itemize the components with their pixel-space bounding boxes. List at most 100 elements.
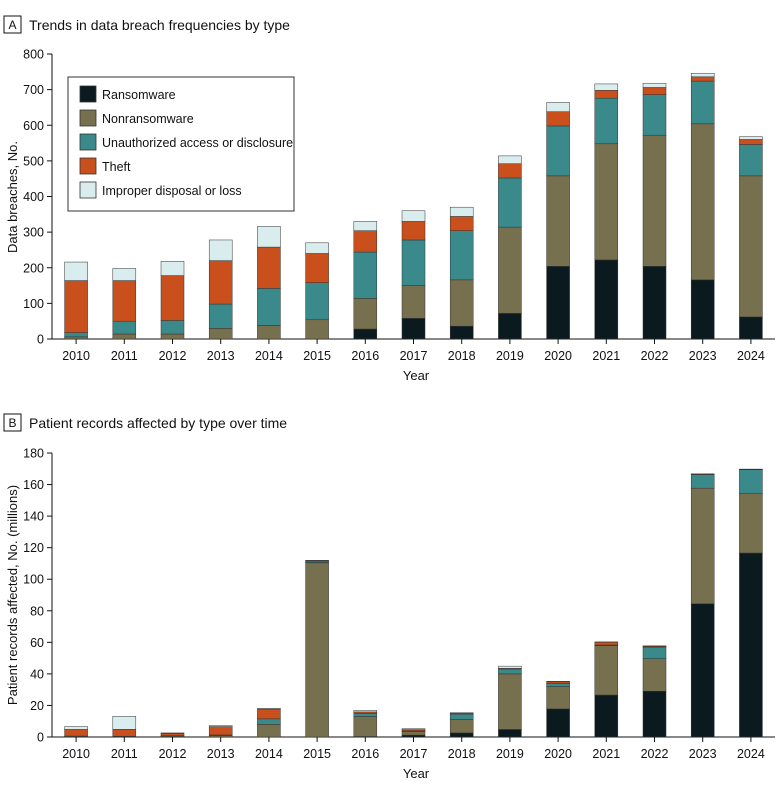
panel-b-x-tick-label: 2021 [592,747,620,761]
bar-segment-theft-2021 [594,641,619,646]
bar-segment-improper-disposal-or-loss-2018 [449,712,474,714]
legend-label-improper-disposal: Improper disposal or loss [102,184,242,198]
bar-segment-theft-2014 [257,708,281,720]
bar-segment-theft-2012 [160,275,185,321]
bar-segment-ransomware-2023 [690,603,715,738]
bar-segment-unauthorized-access-or-disclosure-2019 [498,668,522,675]
legend-box [67,76,295,212]
bar-segment-nonransomware-2010 [64,336,88,340]
panel-b-label-box [3,413,22,432]
bar-segment-ransomware-2019 [498,729,522,738]
bar-segment-theft-2014 [257,246,281,289]
bar-segment-nonransomware-2019 [498,226,522,314]
panel-a-x-tick-label: 2021 [592,349,620,363]
bar-segment-unauthorized-access-or-disclosure-2015 [305,282,329,321]
bar-segment-nonransomware-2011 [112,333,137,340]
bar-segment-unauthorized-access-or-disclosure-2014 [257,718,281,725]
bar-segment-theft-2017 [401,221,426,241]
panel-b-y-tick-label: 100 [23,573,44,587]
bar-segment-improper-disposal-or-loss-2011 [112,268,137,281]
bar-segment-theft-2018 [449,216,474,231]
legend-swatch-improper-disposal [79,181,97,199]
panel-b-x-tick-label: 2020 [544,747,572,761]
bar-segment-nonransomware-2018 [449,719,474,734]
bar-segment-improper-disposal-or-loss-2018 [449,206,474,217]
panel-a-y-tick-label: 100 [23,297,44,311]
bar-segment-ransomware-2020 [546,708,570,738]
bar-segment-theft-2020 [546,111,570,127]
bar-segment-ransomware-2019 [498,313,522,340]
bar-segment-nonransomware-2017 [401,285,426,319]
panel-a-y-axis-label: Data breaches, No. [5,141,20,253]
bar-segment-nonransomware-2019 [498,673,522,730]
panel-b-y-tick-label: 40 [30,667,44,681]
bar-segment-improper-disposal-or-loss-2019 [498,155,522,164]
bar-segment-improper-disposal-or-loss-2016 [353,221,378,231]
bar-segment-ransomware-2016 [353,328,378,340]
panel-a-y-tick-label: 800 [23,48,44,62]
panel-a-label-box [3,15,22,34]
bar-segment-improper-disposal-or-loss-2013 [208,725,233,727]
bar-segment-improper-disposal-or-loss-2010 [64,726,88,730]
bar-segment-unauthorized-access-or-disclosure-2023 [690,80,715,125]
panel-a-x-tick-label: 2015 [303,349,331,363]
bar-segment-theft-2022 [642,87,667,95]
bar-segment-unauthorized-access-or-disclosure-2016 [353,713,378,717]
panel-b-x-tick-label: 2012 [159,747,187,761]
bar-segment-nonransomware-2024 [739,175,763,318]
bar-segment-theft-2011 [112,729,137,737]
bar-segment-improper-disposal-or-loss-2013 [208,239,233,261]
legend-label-unauthorized: Unauthorized access or disclosure [102,136,293,150]
panel-b: B Patient records affected by type over … [3,413,775,781]
bar-segment-improper-disposal-or-loss-2015 [305,242,329,254]
bar-segment-improper-disposal-or-loss-2021 [594,83,619,91]
bar-segment-improper-disposal-or-loss-2019 [498,665,522,669]
bar-segment-theft-2016 [353,230,378,253]
panel-a: A Trends in data breach frequencies by t… [3,15,775,383]
panel-b-x-tick-label: 2010 [62,747,90,761]
bar-segment-nonransomware-2014 [257,724,281,738]
panel-a-title: Trends in data breach frequencies by typ… [29,17,290,33]
panel-a-y-tick-label: 600 [23,119,44,133]
panel-a-x-tick-label: 2013 [207,349,235,363]
legend-swatch-ransomware [79,85,97,103]
panel-a-bars [64,72,763,340]
panel-a-label: A [8,18,16,32]
panel-b-y-tick-label: 80 [30,604,44,618]
panel-a-x-tick-label: 2022 [641,349,669,363]
bar-segment-unauthorized-access-or-disclosure-2012 [160,320,185,335]
panel-b-x-tick-label: 2014 [255,747,283,761]
legend-swatch-nonransomware [79,109,97,127]
panel-b-label: B [8,416,16,430]
bar-segment-unauthorized-access-or-disclosure-2020 [546,125,570,177]
bar-segment-nonransomware-2014 [257,325,281,340]
bar-segment-ransomware-2021 [594,259,619,340]
panel-a-x-ticks: 2010 2011 2012 2013 2014 2015 2016 2017 2018 2019… [62,339,765,363]
panel-b-x-tick-label: 2024 [737,747,765,761]
bar-segment-unauthorized-access-or-disclosure-2022 [642,646,667,659]
panel-b-x-tick-label: 2011 [111,747,138,761]
bar-segment-unauthorized-access-or-disclosure-2020 [546,683,570,687]
panel-a-x-tick-label: 2018 [448,349,476,363]
bar-segment-unauthorized-access-or-disclosure-2018 [449,230,474,281]
legend-label-theft: Theft [102,160,131,174]
bar-segment-improper-disposal-or-loss-2017 [401,728,426,730]
bar-segment-nonransomware-2012 [160,333,185,340]
bar-segment-nonransomware-2013 [208,328,233,340]
panel-b-x-tick-label: 2019 [496,747,524,761]
bar-segment-unauthorized-access-or-disclosure-2014 [257,288,281,326]
bar-segment-ransomware-2018 [449,732,474,738]
panel-a-y-tick-label: 400 [23,190,44,204]
panel-a-x-tick-label: 2011 [111,349,138,363]
bar-segment-theft-2010 [64,280,88,333]
bar-segment-improper-disposal-or-loss-2016 [353,710,378,713]
bar-segment-improper-disposal-or-loss-2014 [257,226,281,248]
panel-a-y-tick-label: 200 [23,261,44,275]
bar-segment-improper-disposal-or-loss-2012 [160,261,185,276]
panel-b-x-tick-label: 2023 [689,747,717,761]
bar-segment-theft-2019 [498,163,522,179]
panel-b-x-axis-label: Year [403,766,430,781]
bar-segment-improper-disposal-or-loss-2011 [112,716,137,730]
panel-b-y-tick-label: 120 [23,541,44,555]
